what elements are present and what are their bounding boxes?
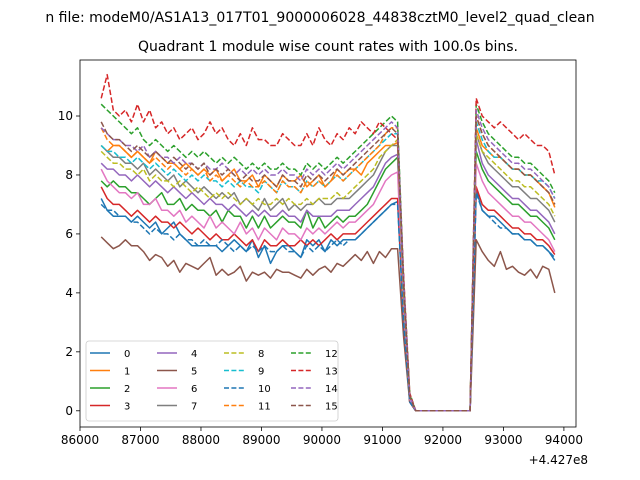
legend-label-9: 9 [258, 367, 264, 378]
legend-label-15: 15 [325, 402, 338, 413]
x-tick-label: 93000 [484, 433, 522, 447]
series-line-12 [100, 103, 556, 412]
x-tick-label: 87000 [121, 433, 159, 447]
y-tick-label: 0 [65, 404, 73, 418]
legend-label-10: 10 [258, 384, 271, 395]
x-offset-label: +4.427e8 [529, 453, 588, 467]
y-tick-label: 10 [58, 109, 73, 123]
chart-title: Quadrant 1 module wise count rates with … [138, 39, 518, 55]
legend-label-1: 1 [124, 367, 130, 378]
series-line-5 [100, 236, 556, 412]
legend-label-8: 8 [258, 349, 264, 360]
legend-label-3: 3 [124, 402, 130, 413]
legend-label-0: 0 [124, 349, 130, 360]
legend-label-12: 12 [325, 349, 338, 360]
series-line-4 [100, 138, 556, 412]
legend-box [85, 340, 339, 422]
x-tick-label: 90000 [303, 433, 341, 447]
x-tick-label: 86000 [61, 433, 99, 447]
axes-frame [79, 59, 577, 428]
legend-label-2: 2 [124, 384, 130, 395]
y-tick-label: 4 [65, 286, 73, 300]
legend-label-11: 11 [258, 402, 271, 413]
x-tick-label: 91000 [363, 433, 401, 447]
series-line-13 [100, 73, 556, 412]
series-line-8 [100, 132, 556, 412]
axes: 86000 87000 88000 89000 90000 91000 92000 93000… [58, 59, 583, 447]
y-tick-label: 2 [65, 345, 73, 359]
plot-area [100, 73, 556, 412]
y-tick-label: 6 [65, 227, 73, 241]
series-line-0 [100, 188, 556, 412]
legend-label-7: 7 [191, 402, 197, 413]
series-line-6 [100, 162, 556, 412]
series-line-3 [100, 186, 556, 412]
legend-label-13: 13 [325, 367, 338, 378]
series-line-2 [100, 150, 556, 412]
legend-label-14: 14 [325, 384, 338, 395]
figure-suptitle: n file: modeM0/AS1A13_017T01_9000006028_… [45, 10, 594, 26]
y-tick-label: 8 [65, 168, 73, 182]
series-line-10 [100, 191, 556, 412]
x-tick-label: 92000 [424, 433, 462, 447]
x-tick-label: 94000 [545, 433, 583, 447]
series-line-15 [100, 115, 556, 412]
legend-label-5: 5 [191, 367, 197, 378]
x-tick-label: 88000 [182, 433, 220, 447]
x-tick-label: 89000 [242, 433, 280, 447]
legend-label-4: 4 [191, 349, 197, 360]
legend-label-6: 6 [191, 384, 197, 395]
